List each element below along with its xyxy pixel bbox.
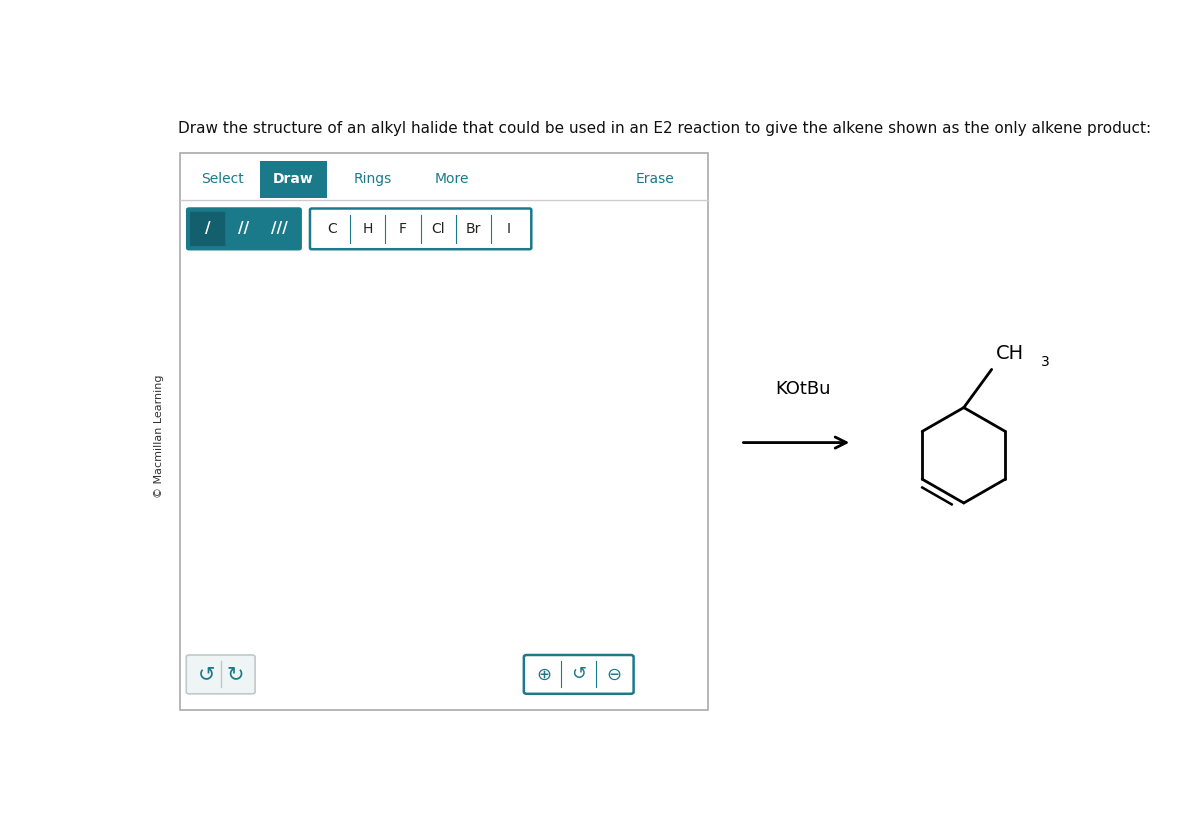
Text: ⊖: ⊖ xyxy=(606,666,622,683)
Text: ///: /// xyxy=(271,221,288,236)
Text: 3: 3 xyxy=(1040,355,1050,369)
FancyBboxPatch shape xyxy=(259,161,326,197)
FancyBboxPatch shape xyxy=(262,211,296,246)
Text: H: H xyxy=(362,222,373,236)
Text: Draw the structure of an alkyl halide that could be used in an E2 reaction to gi: Draw the structure of an alkyl halide th… xyxy=(178,121,1151,136)
Text: ↻: ↻ xyxy=(227,664,244,685)
Text: Draw: Draw xyxy=(272,173,313,186)
FancyBboxPatch shape xyxy=(180,153,708,710)
Text: CH: CH xyxy=(996,344,1025,363)
Text: //: // xyxy=(238,221,250,236)
Text: KOtBu: KOtBu xyxy=(775,380,830,398)
FancyBboxPatch shape xyxy=(524,655,634,694)
Text: Erase: Erase xyxy=(636,173,674,186)
Text: /: / xyxy=(205,221,210,236)
Text: Select: Select xyxy=(202,173,244,186)
FancyBboxPatch shape xyxy=(186,655,256,694)
Text: Cl: Cl xyxy=(432,222,445,236)
Text: I: I xyxy=(506,222,511,236)
Text: C: C xyxy=(328,222,337,236)
Text: Br: Br xyxy=(466,222,481,236)
FancyBboxPatch shape xyxy=(190,211,226,246)
Text: ↺: ↺ xyxy=(571,666,587,683)
Text: © Macmillan Learning: © Macmillan Learning xyxy=(155,374,164,498)
FancyBboxPatch shape xyxy=(226,211,262,246)
FancyBboxPatch shape xyxy=(187,208,301,249)
Text: ↺: ↺ xyxy=(197,664,215,685)
Text: ⊕: ⊕ xyxy=(536,666,552,683)
FancyBboxPatch shape xyxy=(310,208,532,249)
Text: More: More xyxy=(436,173,469,186)
Text: Rings: Rings xyxy=(354,173,392,186)
Text: F: F xyxy=(398,222,407,236)
